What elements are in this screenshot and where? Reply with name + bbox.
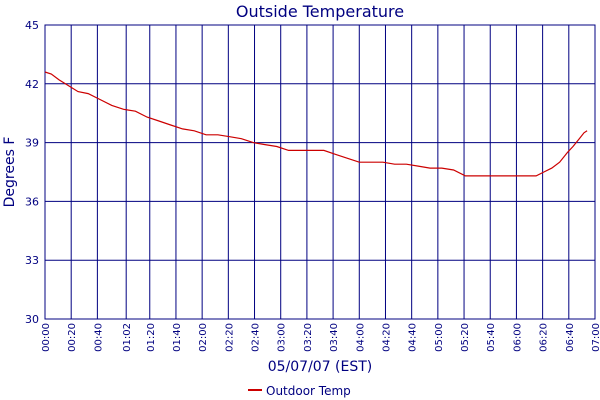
x-axis-ticks: 00:00 00:20 00:40 01:02 01:20 01:40 02:00 02:20… [41,323,600,352]
x-tick-label: 05:20 [460,323,471,352]
x-tick-label: 06:20 [539,323,550,352]
x-tick-label: 04:00 [355,323,366,352]
series-line-outdoor-temp [44,71,588,177]
x-tick-label: 02:00 [198,323,209,352]
x-tick-label: 01:40 [172,323,183,352]
legend-label: Outdoor Temp [266,384,351,398]
x-tick-label: 06:00 [512,323,523,352]
x-tick-label: 00:00 [41,323,52,352]
chart-title: Outside Temperature [236,2,404,21]
y-axis-label: Degrees F [2,137,18,208]
x-tick-label: 01:02 [122,323,133,352]
legend: Outdoor Temp [248,384,351,398]
x-tick-label: 05:40 [486,323,497,352]
y-tick-label: 45 [25,19,39,32]
x-tick-label: 05:00 [434,323,445,352]
x-tick-label: 03:00 [277,323,288,352]
y-tick-label: 36 [25,195,39,208]
x-tick-label: 07:00 [591,323,600,352]
plot-frame [44,24,596,320]
x-axis-label: 05/07/07 (EST) [268,359,373,375]
plot-grid [44,24,596,320]
x-tick-label: 03:40 [329,323,340,352]
x-tick-label: 03:20 [303,323,314,352]
y-axis-ticks: 30 33 36 39 42 45 [25,19,39,326]
y-tick-label: 30 [25,313,39,326]
x-tick-label: 02:20 [224,323,235,352]
y-tick-label: 42 [25,78,39,91]
x-tick-label: 02:40 [251,323,262,352]
x-tick-label: 06:40 [565,323,576,352]
y-tick-label: 33 [25,254,39,267]
x-tick-label: 04:20 [381,323,392,352]
x-tick-label: 00:40 [93,323,104,352]
x-tick-label: 00:20 [67,323,78,352]
x-tick-label: 04:40 [408,323,419,352]
y-tick-label: 39 [25,137,39,150]
x-tick-label: 01:20 [146,323,157,352]
